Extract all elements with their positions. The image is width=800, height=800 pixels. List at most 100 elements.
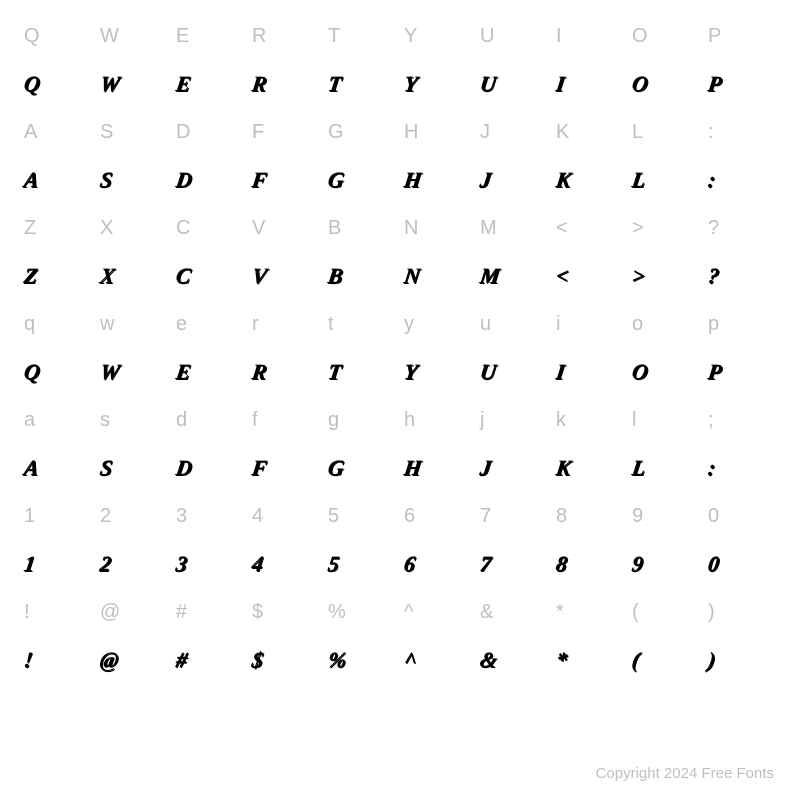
glyph-char: O (630, 359, 650, 385)
character-map-grid: QWERTYUIOPQWERTYUIOPASDFGHJKL:ASDFGHJKL:… (0, 0, 800, 684)
reference-char-cell: e (172, 300, 248, 348)
reference-char: 9 (632, 505, 643, 528)
glyph-char-cell: * (552, 636, 628, 684)
reference-char: B (328, 217, 341, 240)
glyph-char: : (706, 455, 717, 481)
glyph-char: U (478, 359, 498, 385)
glyph-char: 1 (22, 551, 37, 577)
reference-char-cell: k (552, 396, 628, 444)
reference-char-cell: H (400, 108, 476, 156)
glyph-char: D (174, 167, 194, 193)
reference-char-cell: I (552, 12, 628, 60)
reference-char: & (480, 601, 493, 624)
reference-char-cell: 3 (172, 492, 248, 540)
reference-char: G (328, 121, 344, 144)
reference-char-cell: 0 (704, 492, 780, 540)
glyph-char: P (706, 71, 723, 97)
reference-char: R (252, 25, 266, 48)
glyph-char: A (22, 167, 40, 193)
reference-char: ( (632, 601, 639, 624)
glyph-char: L (630, 167, 647, 193)
reference-char: ) (708, 601, 715, 624)
reference-char-cell: < (552, 204, 628, 252)
glyph-char-cell: I (552, 60, 628, 108)
reference-char-cell: R (248, 12, 324, 60)
reference-char: u (480, 313, 491, 336)
reference-char: j (480, 409, 484, 432)
reference-char-cell: Y (400, 12, 476, 60)
reference-char: 5 (328, 505, 339, 528)
glyph-char: 0 (706, 551, 721, 577)
glyph-char-cell: T (324, 60, 400, 108)
reference-char: $ (252, 601, 263, 624)
glyph-char-cell: Q (20, 348, 96, 396)
reference-char-cell: U (476, 12, 552, 60)
reference-char-cell: M (476, 204, 552, 252)
reference-char-cell: Q (20, 12, 96, 60)
glyph-char-cell: J (476, 156, 552, 204)
reference-char: s (100, 409, 110, 432)
glyph-char: ^ (402, 647, 418, 673)
reference-char: O (632, 25, 648, 48)
reference-char-cell: 2 (96, 492, 172, 540)
glyph-char-cell: H (400, 444, 476, 492)
reference-char: # (176, 601, 187, 624)
reference-char-cell: f (248, 396, 324, 444)
reference-char: d (176, 409, 187, 432)
glyph-char-cell: B (324, 252, 400, 300)
glyph-char: G (326, 455, 346, 481)
reference-char: a (24, 409, 35, 432)
reference-char-cell: 8 (552, 492, 628, 540)
glyph-char-cell: ? (704, 252, 780, 300)
glyph-char: N (402, 263, 422, 289)
reference-char: ; (708, 409, 714, 432)
reference-char-cell: X (96, 204, 172, 252)
reference-char-cell: # (172, 588, 248, 636)
glyph-char: F (250, 167, 268, 193)
reference-char: D (176, 121, 190, 144)
glyph-char-cell: 0 (704, 540, 780, 588)
reference-char: Q (24, 25, 40, 48)
reference-char-cell: @ (96, 588, 172, 636)
glyph-char: P (706, 359, 723, 385)
glyph-char-cell: G (324, 156, 400, 204)
glyph-char-cell: P (704, 60, 780, 108)
glyph-char: W (98, 71, 121, 97)
glyph-char-cell: O (628, 348, 704, 396)
glyph-char-cell: M (476, 252, 552, 300)
glyph-char: X (98, 263, 116, 289)
glyph-char: 9 (630, 551, 645, 577)
glyph-char-cell: K (552, 156, 628, 204)
glyph-char-cell: ( (628, 636, 704, 684)
reference-char: > (632, 217, 644, 240)
glyph-char-cell: W (96, 60, 172, 108)
reference-char-cell: t (324, 300, 400, 348)
glyph-char-cell: Y (400, 60, 476, 108)
glyph-char-cell: U (476, 60, 552, 108)
glyph-char: I (554, 71, 566, 97)
reference-char: 1 (24, 505, 35, 528)
glyph-char-cell: : (704, 444, 780, 492)
reference-char: N (404, 217, 418, 240)
glyph-char-cell: 9 (628, 540, 704, 588)
reference-char-cell: 1 (20, 492, 96, 540)
reference-char: k (556, 409, 566, 432)
glyph-char: Y (402, 71, 419, 97)
glyph-char: E (174, 359, 192, 385)
reference-char-cell: r (248, 300, 324, 348)
glyph-char-cell: 2 (96, 540, 172, 588)
reference-char: 4 (252, 505, 263, 528)
glyph-char-cell: 7 (476, 540, 552, 588)
glyph-char-cell: K (552, 444, 628, 492)
glyph-char: < (554, 263, 570, 289)
reference-char: X (100, 217, 113, 240)
glyph-char: : (706, 167, 717, 193)
reference-char-cell: W (96, 12, 172, 60)
reference-char: M (480, 217, 497, 240)
reference-char-cell: : (704, 108, 780, 156)
glyph-char-cell: 6 (400, 540, 476, 588)
glyph-char-cell: P (704, 348, 780, 396)
glyph-char-cell: X (96, 252, 172, 300)
reference-char: H (404, 121, 418, 144)
reference-char: 3 (176, 505, 187, 528)
